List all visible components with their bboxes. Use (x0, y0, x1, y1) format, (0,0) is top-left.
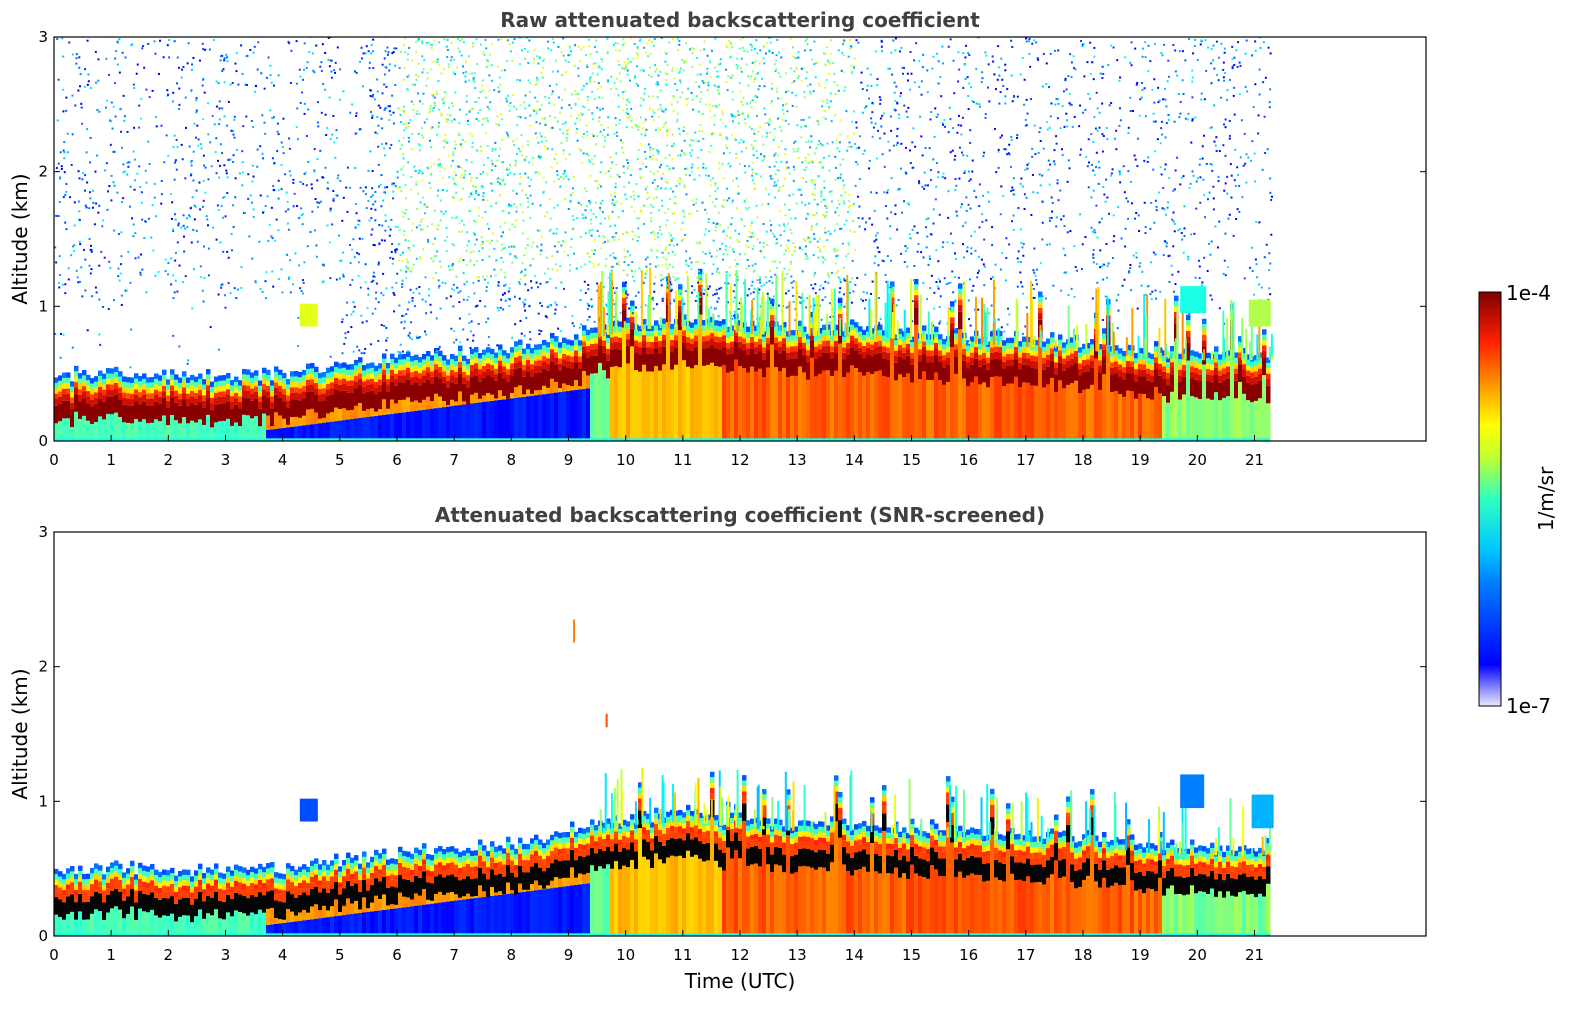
bottom-x-tick-label: 0 (49, 946, 59, 964)
top-x-tick-label: 14 (845, 451, 864, 469)
bottom-x-tick-label: 3 (221, 946, 231, 964)
bottom-x-tick-label: 9 (564, 946, 574, 964)
bottom-x-tick-label: 12 (730, 946, 749, 964)
top-x-axis: 0 1 2 3 4 5 6 7 8 9 10 11 12 13 14 15 16 17 18 19 20 21 (49, 435, 1264, 469)
top-x-tick-label: 0 (49, 451, 59, 469)
top-x-tick-label: 18 (1073, 451, 1092, 469)
top-x-tick-label: 1 (106, 451, 116, 469)
colorbar-gradient (1478, 291, 1502, 707)
bottom-x-tick-label: 20 (1188, 946, 1207, 964)
top-x-tick-label: 19 (1131, 451, 1150, 469)
top-y-axis-label: Altitude (km) (8, 173, 32, 304)
bottom-x-tick-label: 6 (392, 946, 402, 964)
top-x-tick-label: 6 (392, 451, 402, 469)
top-x-tick-label: 20 (1188, 451, 1207, 469)
colorbar-unit-label: 1/m/sr (1534, 466, 1558, 531)
bottom-x-tick-label: 7 (449, 946, 459, 964)
top-y-axis: 0 1 2 3 (38, 28, 1426, 450)
colorbar: 1e-4 1e-7 1/m/sr (1478, 281, 1558, 718)
bottom-x-axis: 0 1 2 3 4 5 6 7 8 9 10 11 12 13 14 15 16 17 18 19 20 21 (49, 930, 1264, 964)
top-y-tick-label: 1 (38, 297, 48, 315)
bottom-x-tick-label: 16 (959, 946, 978, 964)
bottom-x-tick-label: 8 (507, 946, 517, 964)
top-x-tick-label: 21 (1245, 451, 1264, 469)
top-chart-title: Raw attenuated backscattering coefficien… (500, 8, 980, 32)
bottom-x-tick-label: 5 (335, 946, 345, 964)
top-x-tick-label: 17 (1016, 451, 1035, 469)
bottom-heatmap (54, 619, 1274, 936)
colorbar-min-label: 1e-7 (1506, 694, 1551, 718)
bottom-y-tick-label: 3 (38, 523, 48, 541)
bottom-y-tick-label: 1 (38, 792, 48, 810)
top-x-tick-label: 12 (730, 451, 749, 469)
top-x-tick-label: 11 (673, 451, 692, 469)
top-y-tick-label: 0 (38, 432, 48, 450)
bottom-x-tick-label: 11 (673, 946, 692, 964)
bottom-x-tick-label: 18 (1073, 946, 1092, 964)
top-x-tick-label: 5 (335, 451, 345, 469)
top-x-tick-label: 9 (564, 451, 574, 469)
bottom-y-tick-label: 2 (38, 658, 48, 676)
top-y-tick-label: 2 (38, 163, 48, 181)
top-x-tick-label: 8 (507, 451, 517, 469)
top-x-tick-label: 10 (616, 451, 635, 469)
bottom-x-tick-label: 17 (1016, 946, 1035, 964)
x-axis-label: Time (UTC) (684, 969, 796, 993)
bottom-x-tick-label: 1 (106, 946, 116, 964)
top-x-tick-label: 3 (221, 451, 231, 469)
bottom-x-tick-label: 14 (845, 946, 864, 964)
top-x-tick-label: 15 (902, 451, 921, 469)
colorbar-max-label: 1e-4 (1506, 281, 1551, 305)
bottom-chart-title: Attenuated backscattering coefficient (S… (435, 503, 1045, 527)
bottom-y-tick-label: 0 (38, 927, 48, 945)
top-heatmap (54, 37, 1274, 441)
top-x-tick-label: 16 (959, 451, 978, 469)
bottom-x-tick-label: 2 (164, 946, 174, 964)
top-x-tick-label: 13 (788, 451, 807, 469)
top-x-tick-label: 7 (449, 451, 459, 469)
bottom-x-tick-label: 15 (902, 946, 921, 964)
top-x-tick-label: 4 (278, 451, 288, 469)
top-x-tick-label: 2 (164, 451, 174, 469)
bottom-x-tick-label: 13 (788, 946, 807, 964)
top-y-tick-label: 3 (38, 28, 48, 46)
bottom-y-axis-label: Altitude (km) (8, 668, 32, 799)
bottom-y-axis: 0 1 2 3 (38, 523, 1426, 945)
bottom-x-tick-label: 19 (1131, 946, 1150, 964)
bottom-x-tick-label: 4 (278, 946, 288, 964)
top-panel: Raw attenuated backscattering coefficien… (8, 8, 1427, 469)
bottom-panel: Attenuated backscattering coefficient (S… (8, 503, 1427, 993)
bottom-x-tick-label: 21 (1245, 946, 1264, 964)
bottom-x-tick-label: 10 (616, 946, 635, 964)
